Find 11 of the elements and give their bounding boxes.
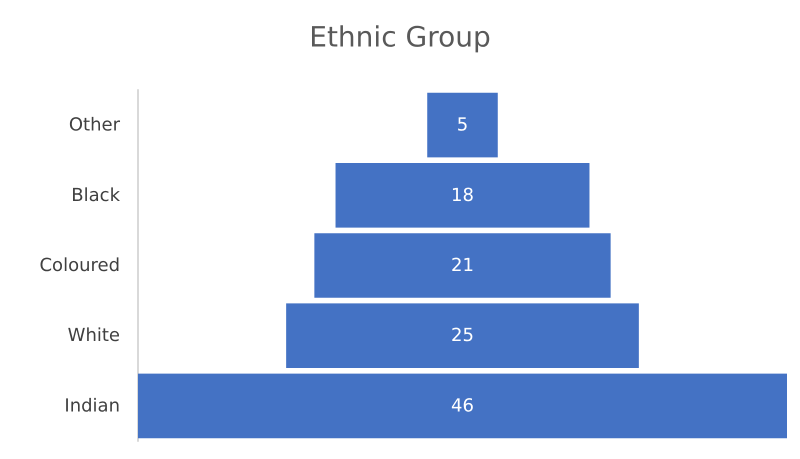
data-label: 18: [451, 184, 474, 206]
data-label: 5: [456, 114, 468, 136]
data-label: 25: [451, 325, 474, 346]
category-label: Black: [71, 184, 121, 206]
category-label: Coloured: [39, 255, 120, 276]
category-label: Other: [68, 114, 121, 136]
category-label: Indian: [64, 395, 120, 416]
data-label: 21: [451, 255, 474, 276]
data-label: 46: [451, 395, 474, 416]
category-label: White: [68, 325, 120, 346]
text: Ethnic Group: [309, 20, 491, 54]
